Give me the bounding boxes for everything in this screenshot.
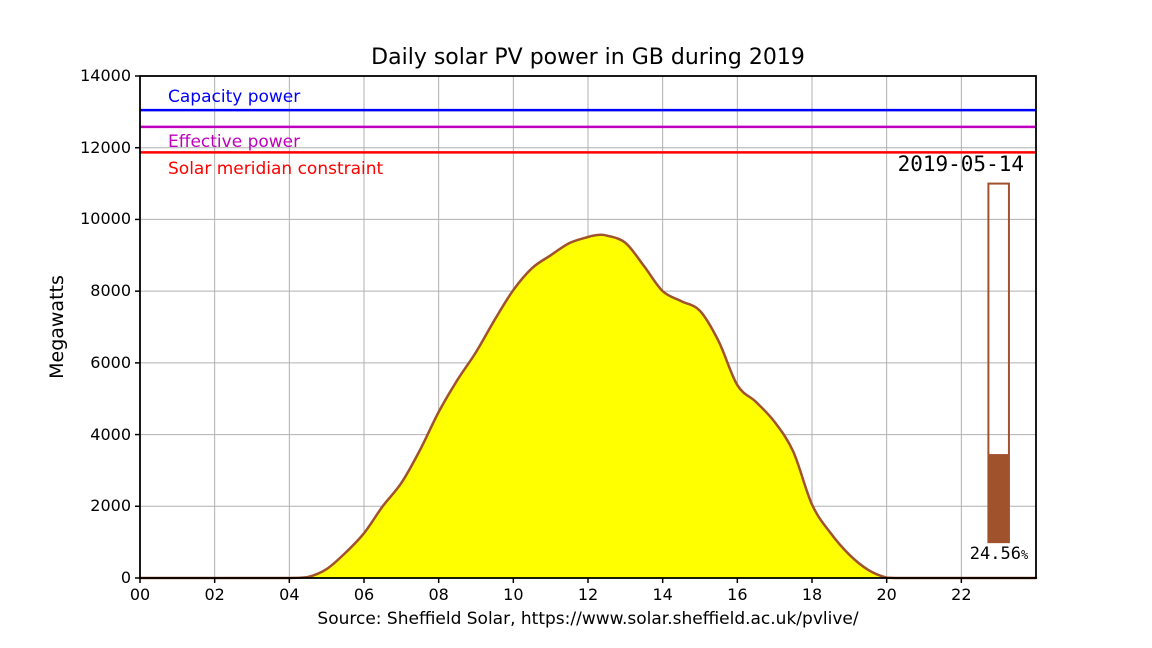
x-tick-label: 18 — [801, 585, 823, 604]
solar-meridian-constraint-label: Solar meridian constraint — [168, 159, 384, 179]
x-tick-label: 12 — [577, 585, 599, 604]
gauge-percent-suffix: % — [1020, 548, 1029, 562]
x-tick-label: 06 — [353, 585, 375, 604]
y-tick-label: 4000 — [90, 424, 131, 444]
x-tick-label: 00 — [129, 585, 151, 604]
y-tick-label: 12000 — [80, 137, 131, 157]
x-tick-label: 08 — [428, 585, 449, 604]
gauge-percent-label: 24.56% — [970, 544, 1028, 564]
y-tick-label: 2000 — [90, 496, 131, 516]
x-tick-label: 02 — [204, 585, 225, 604]
effective-power-label: Effective power — [168, 132, 301, 152]
y-tick-label: 10000 — [80, 209, 131, 229]
y-tick-label: 8000 — [90, 281, 131, 301]
capacity-power-label: Capacity power — [168, 87, 301, 107]
x-tick-label: 04 — [279, 585, 300, 604]
x-tick-label: 10 — [503, 585, 524, 604]
x-tick-label: 16 — [727, 585, 748, 604]
gauge-date-label: 2019-05-14 — [897, 152, 1024, 176]
y-tick-label: 6000 — [90, 352, 131, 372]
x-tick-label: 14 — [652, 585, 673, 604]
x-tick-label: 20 — [876, 585, 897, 604]
gauge-percent-value: 24.56 — [969, 544, 1021, 564]
y-tick-label: 0 — [120, 568, 131, 587]
x-tick-label: 22 — [951, 585, 972, 604]
source-caption: Source: Sheffield Solar, https://www.sol… — [317, 609, 859, 629]
chart-title: Daily solar PV power in GB during 2019 — [371, 45, 805, 70]
y-tick-label: 14000 — [80, 66, 131, 85]
